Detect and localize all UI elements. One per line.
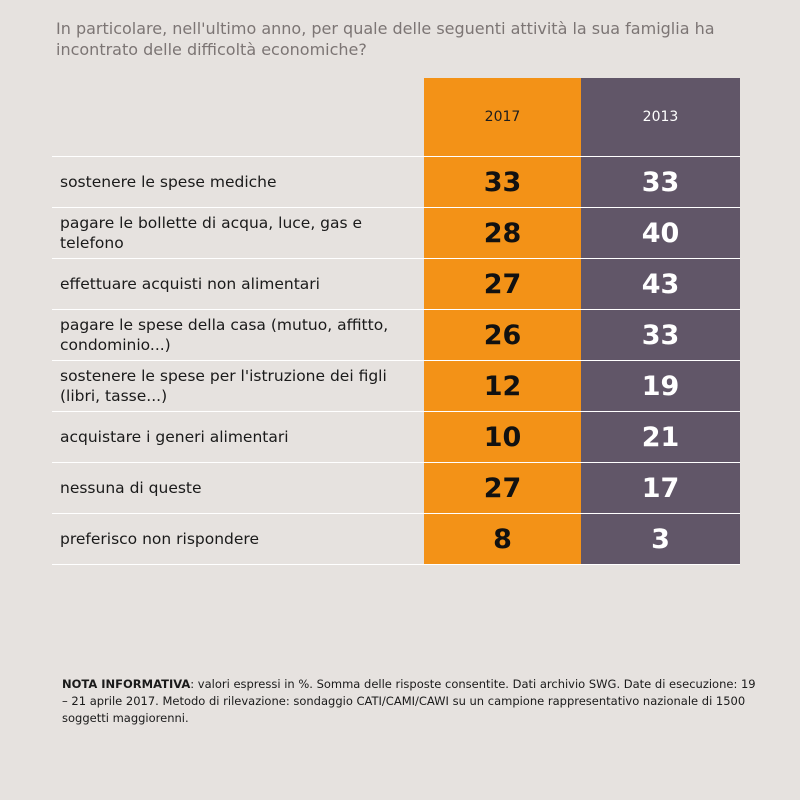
table-row: pagare le bollette di acqua, luce, gas e… — [52, 207, 740, 258]
value-2013: 43 — [581, 259, 740, 309]
info-note: NOTA INFORMATIVA: valori espressi in %. … — [62, 676, 762, 727]
value-2017: 12 — [424, 361, 581, 411]
survey-question: In particolare, nell'ultimo anno, per qu… — [56, 19, 715, 59]
value-2017: 27 — [424, 463, 581, 513]
value-2017: 8 — [424, 514, 581, 564]
column-header-2017: 2017 — [424, 78, 581, 156]
table-row: acquistare i generi alimentari 10 21 — [52, 411, 740, 462]
value-2013: 33 — [581, 157, 740, 207]
value-2013: 17 — [581, 463, 740, 513]
value-2017: 28 — [424, 208, 581, 258]
row-label: sostenere le spese per l'istruzione dei … — [60, 367, 387, 405]
row-label: effettuare acquisti non alimentari — [60, 275, 320, 293]
table-row: pagare le spese della casa (mutuo, affit… — [52, 309, 740, 360]
column-header-2013: 2013 — [581, 78, 740, 156]
row-label: pagare le spese della casa (mutuo, affit… — [60, 316, 389, 354]
note-text: : valori espressi in %. Somma delle risp… — [62, 677, 756, 725]
table-row: preferisco non rispondere 8 3 — [52, 513, 740, 565]
table-row: sostenere le spese mediche 33 33 — [52, 156, 740, 207]
header-spacer — [52, 78, 424, 156]
row-label: sostenere le spese mediche — [60, 173, 277, 191]
table-body: sostenere le spese mediche 33 33 pagare le … — [52, 156, 740, 565]
value-2013: 40 — [581, 208, 740, 258]
value-2017: 10 — [424, 412, 581, 462]
value-2017: 33 — [424, 157, 581, 207]
value-2017: 26 — [424, 310, 581, 360]
table-header-row: 2017 2013 — [52, 78, 740, 156]
row-label: preferisco non rispondere — [60, 530, 259, 548]
table-row: effettuare acquisti non alimentari 27 43 — [52, 258, 740, 309]
row-label: acquistare i generi alimentari — [60, 428, 289, 446]
results-table: 2017 2013 sostenere le spese mediche 33 33… — [52, 78, 740, 565]
table-row: nessuna di queste 27 17 — [52, 462, 740, 513]
value-2013: 19 — [581, 361, 740, 411]
value-2013: 3 — [581, 514, 740, 564]
note-title: NOTA INFORMATIVA — [62, 677, 191, 691]
table-row: sostenere le spese per l'istruzione dei … — [52, 360, 740, 411]
row-label: pagare le bollette di acqua, luce, gas e… — [60, 214, 363, 252]
value-2013: 21 — [581, 412, 740, 462]
value-2017: 27 — [424, 259, 581, 309]
value-2013: 33 — [581, 310, 740, 360]
row-label: nessuna di queste — [60, 479, 202, 497]
